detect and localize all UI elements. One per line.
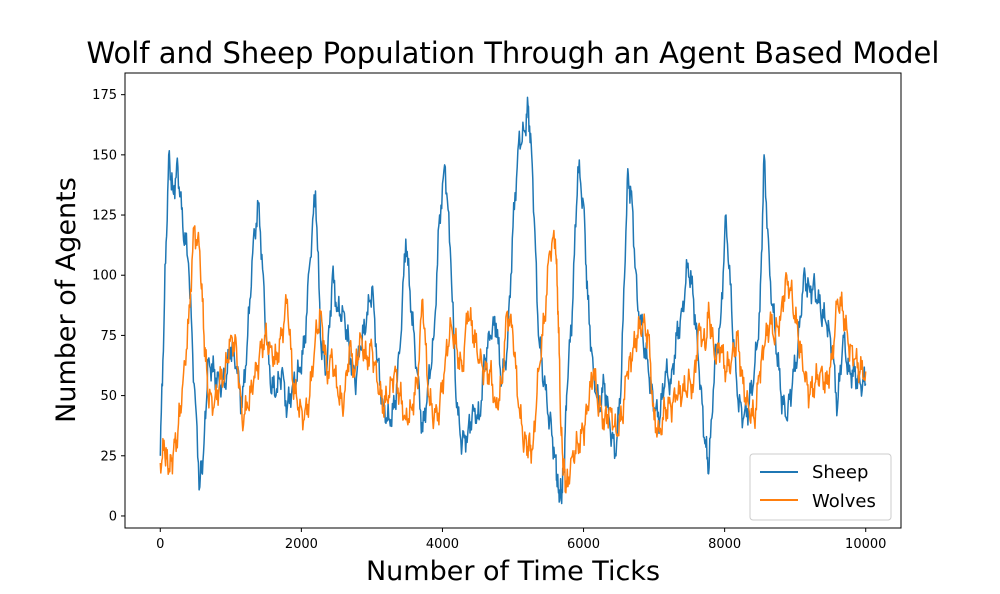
series-line-wolves [159,225,867,494]
y-tick-label: 25 [100,449,117,464]
y-tick-label: 75 [100,329,117,344]
y-tick-label: 0 [109,509,117,524]
y-tick-label: 100 [92,269,117,284]
x-tick-label: 4000 [426,537,459,552]
x-tick-label: 10000 [845,537,886,552]
x-axis: 0 2000 4000 6000 8000 10000 [156,528,886,552]
x-tick-label: 8000 [708,537,741,552]
y-tick-label: 150 [92,148,117,163]
x-tick-label: 2000 [285,537,318,552]
y-axis-title: Number of Agents [51,177,82,423]
series-line-sheep [159,96,867,505]
chart-title: Wolf and Sheep Population Through an Age… [87,36,940,70]
y-tick-label: 125 [92,209,117,224]
y-tick-label: 50 [100,389,117,404]
plot-frame [124,72,902,529]
legend-label-sheep: Sheep [812,462,868,483]
y-tick-label: 175 [92,88,117,103]
x-tick-label: 6000 [567,537,600,552]
legend: Sheep Wolves [749,453,892,521]
x-tick-label: 0 [156,537,164,552]
series-layer [159,96,867,505]
legend-box [749,453,892,521]
x-axis-title: Number of Time Ticks [366,556,660,587]
y-axis: 0 25 50 75 100 125 150 175 [92,88,125,524]
legend-label-wolves: Wolves [812,491,876,512]
